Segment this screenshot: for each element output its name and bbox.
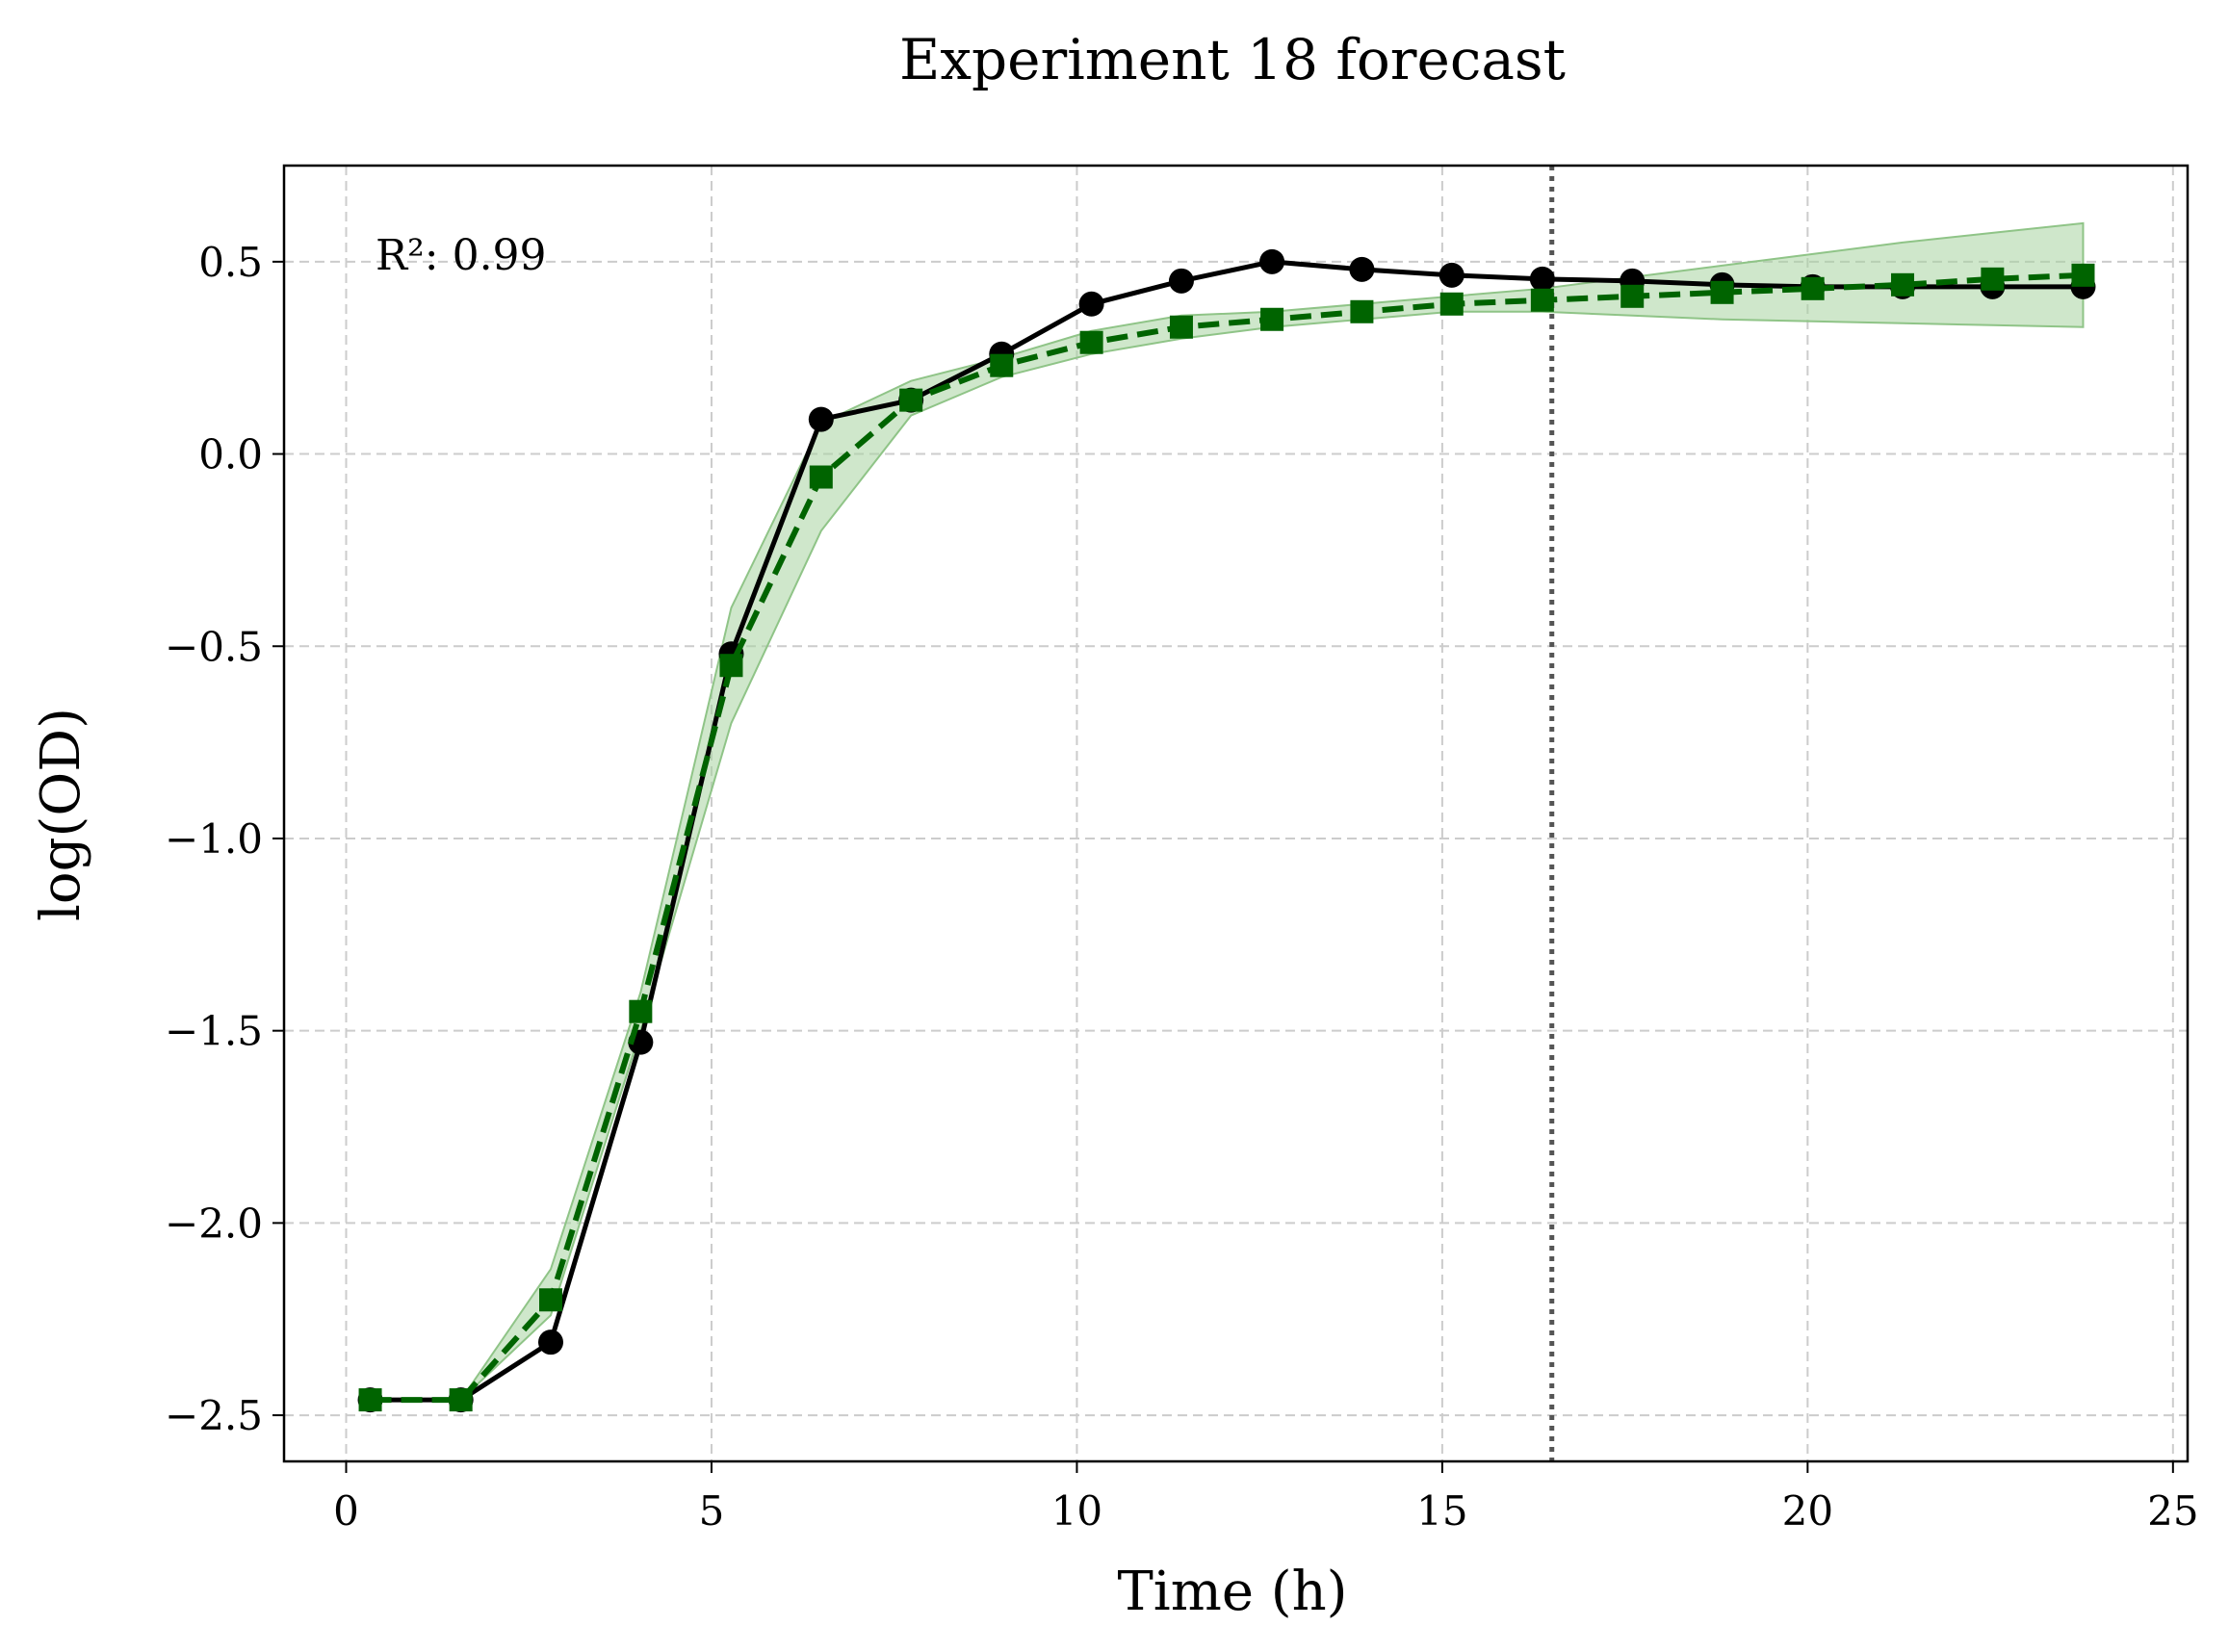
x-tick-label: 5 — [699, 1487, 725, 1535]
series-layer — [357, 248, 2096, 1413]
grid — [284, 166, 2188, 1461]
forecast-point — [358, 1388, 382, 1412]
forecast-point — [1620, 284, 1645, 308]
x-tick-label: 20 — [1782, 1487, 1833, 1535]
forecast-point — [899, 388, 923, 412]
forecast-point — [1169, 315, 1193, 339]
forecast-point — [539, 1288, 563, 1312]
y-tick-label: −1.0 — [165, 815, 263, 863]
forecast-point — [719, 654, 743, 678]
forecast-point — [1439, 292, 1464, 316]
forecast-point — [2071, 263, 2095, 287]
observed-point — [1529, 266, 1555, 292]
x-tick-label: 25 — [2147, 1487, 2198, 1535]
x-tick-label: 15 — [1416, 1487, 1467, 1535]
observed-point — [1168, 268, 1194, 294]
forecast-point — [1710, 280, 1734, 304]
observed-point — [1259, 248, 1285, 274]
x-axis-label: Time (h) — [1117, 1561, 1347, 1623]
forecast-point — [1260, 307, 1284, 331]
x-tick-label: 0 — [333, 1487, 359, 1535]
forecast-point — [1079, 330, 1103, 354]
forecast-line — [370, 271, 2084, 1404]
forecast-point — [1801, 276, 1825, 300]
observed-point — [1349, 256, 1375, 282]
ticks: 0 5 10 15 20 25 −2.5 −2.0 −1.5 −1.0 −0.5 0.0 0.5 — [165, 239, 2199, 1535]
forecast-point — [449, 1388, 473, 1412]
y-tick-label: −1.5 — [165, 1008, 263, 1055]
forecast-point — [990, 353, 1014, 377]
forecast-point — [1530, 288, 1554, 312]
y-tick-label: 0.5 — [198, 239, 263, 286]
y-axis-label: log(OD) — [30, 708, 92, 921]
observed-point — [538, 1329, 564, 1355]
r2-annotation: R²: 0.99 — [376, 231, 547, 280]
forecast-point — [1350, 299, 1374, 323]
chart-title: Experiment 18 forecast — [899, 27, 1566, 92]
forecast-point — [1891, 272, 1915, 297]
x-tick-label: 10 — [1051, 1487, 1102, 1535]
forecast-point — [809, 465, 833, 489]
y-tick-label: −0.5 — [165, 623, 263, 670]
observed-point — [1438, 262, 1464, 288]
observed-point — [1078, 291, 1104, 317]
observed-point — [808, 406, 834, 432]
forecast-point — [629, 999, 653, 1023]
y-tick-label: 0.0 — [198, 431, 263, 478]
y-tick-label: −2.0 — [165, 1200, 263, 1247]
forecast-point — [1981, 267, 2005, 291]
observed-line — [370, 259, 2084, 1403]
plot-frame — [282, 164, 2190, 1463]
y-tick-label: −2.5 — [165, 1392, 263, 1439]
